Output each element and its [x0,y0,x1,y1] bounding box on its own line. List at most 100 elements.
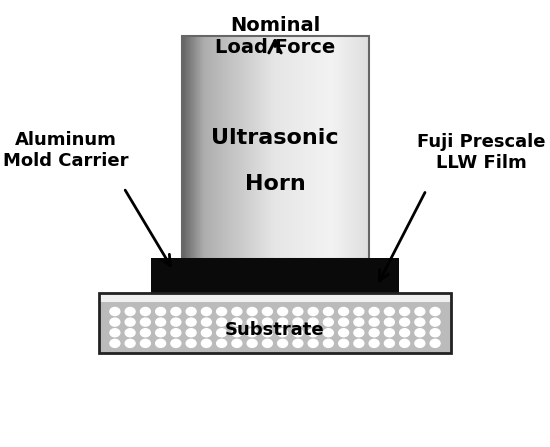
Bar [262,36,263,259]
Bar [266,36,267,259]
Bar [261,36,262,259]
Bar [271,36,272,259]
Bar [355,36,356,259]
Circle shape [232,318,242,326]
Bar [367,36,368,259]
Bar [265,36,266,259]
Bar [295,36,296,259]
Circle shape [232,308,242,316]
Bar [214,36,216,259]
Circle shape [110,308,120,316]
Bar [257,36,258,259]
Bar [279,36,280,259]
Circle shape [125,308,135,316]
Circle shape [186,339,196,347]
Bar [280,36,281,259]
Bar [337,36,338,259]
Bar [188,36,189,259]
Circle shape [430,339,440,347]
Bar [318,36,319,259]
Bar [354,36,355,259]
Bar [331,36,332,259]
Bar [239,36,240,259]
Bar [243,36,244,259]
Bar [225,36,226,259]
Bar [228,36,229,259]
Bar [208,36,209,259]
Bar [250,36,251,259]
Bar [201,36,202,259]
Bar [349,36,350,259]
Bar [292,36,293,259]
Bar [209,36,210,259]
Bar [206,36,207,259]
Bar [216,36,217,259]
Bar [218,36,219,259]
Bar [202,36,203,259]
Bar [327,36,328,259]
Bar [317,36,318,259]
Bar [99,293,451,353]
Bar [347,36,348,259]
Bar [351,36,353,259]
Bar [320,36,321,259]
Bar [196,36,197,259]
Circle shape [186,308,196,316]
Bar [185,36,186,259]
Bar [244,36,245,259]
Bar [231,36,232,259]
Bar [226,36,227,259]
Bar [200,36,201,259]
Bar [271,36,272,259]
Bar [187,36,188,259]
Circle shape [415,308,425,316]
Bar [220,36,221,259]
Bar [230,36,231,259]
Bar [306,36,307,259]
Bar [293,36,294,259]
Bar [335,36,336,259]
Bar [350,36,351,259]
Bar [348,36,349,259]
Circle shape [339,339,349,347]
Bar [364,36,365,259]
Bar [303,36,304,259]
Bar [224,36,225,259]
Bar [242,36,243,259]
Bar [183,36,184,259]
Bar [238,36,239,259]
Bar [190,36,191,259]
Bar [186,36,187,259]
Circle shape [232,339,242,347]
Bar [329,36,330,259]
Bar [210,36,211,259]
Bar [151,258,399,293]
Circle shape [171,339,181,347]
Bar [239,36,240,259]
Bar [282,36,283,259]
Bar [276,36,277,259]
Bar [229,36,230,259]
Bar [188,36,189,259]
Bar [302,36,304,259]
Text: Nominal
Load Force: Nominal Load Force [215,16,335,57]
Bar [249,36,250,259]
Bar [278,36,279,259]
Bar [201,36,202,259]
Bar [343,36,344,259]
Bar [234,36,235,259]
Bar [212,36,213,259]
Bar [322,36,323,259]
Bar [364,36,365,259]
Bar [346,36,347,259]
Bar [336,36,337,259]
Bar [314,36,315,259]
Bar [356,36,358,259]
Bar [294,36,295,259]
Bar [365,36,366,259]
Bar [365,36,366,259]
Bar [280,36,282,259]
Circle shape [354,318,364,326]
Circle shape [247,318,257,326]
Circle shape [156,308,166,316]
